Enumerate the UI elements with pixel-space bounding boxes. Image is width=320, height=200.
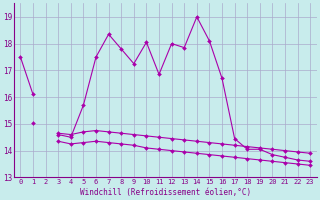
X-axis label: Windchill (Refroidissement éolien,°C): Windchill (Refroidissement éolien,°C) — [80, 188, 251, 197]
